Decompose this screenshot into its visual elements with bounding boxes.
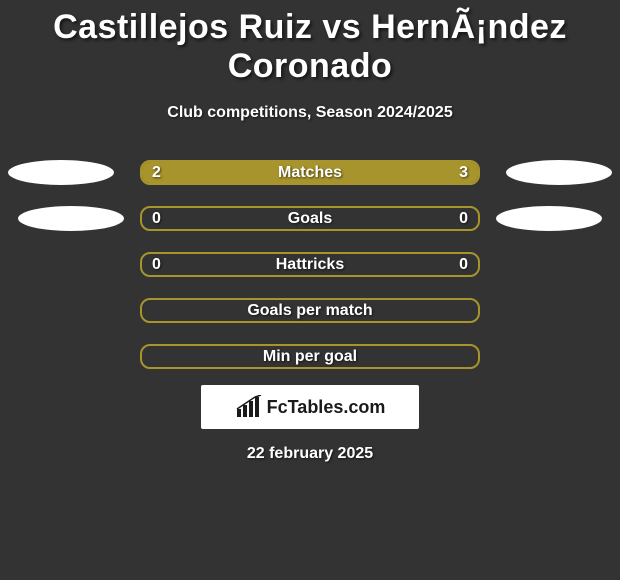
stat-bar: Min per goal: [140, 344, 480, 369]
stat-label: Matches: [278, 164, 342, 182]
stat-value-left: 0: [152, 210, 161, 228]
subtitle: Club competitions, Season 2024/2025: [0, 104, 620, 122]
stat-label: Hattricks: [276, 256, 344, 274]
page-title: Castillejos Ruiz vs HernÃ¡ndez Coronado: [0, 0, 620, 86]
stat-row: Min per goal: [0, 344, 620, 369]
logo-badge: FcTables.com: [201, 385, 419, 429]
stat-row: 2 Matches 3: [0, 160, 620, 185]
date-label: 22 february 2025: [0, 445, 620, 463]
stat-value-left: 2: [152, 164, 161, 182]
player-right-ellipse: [506, 160, 612, 185]
player-right-ellipse: [496, 206, 602, 231]
stat-value-right: 0: [459, 210, 468, 228]
stat-row: 0 Goals 0: [0, 206, 620, 231]
stat-label: Goals per match: [247, 302, 372, 320]
stat-row: Goals per match: [0, 298, 620, 323]
stat-label: Goals: [288, 210, 332, 228]
bar-chart-icon: [235, 395, 263, 419]
stat-label: Min per goal: [263, 348, 357, 366]
stat-bar: 0 Hattricks 0: [140, 252, 480, 277]
stat-bar: 2 Matches 3: [140, 160, 480, 185]
bar-fill-left: [142, 162, 276, 183]
stat-bar: Goals per match: [140, 298, 480, 323]
stats-comparison-card: Castillejos Ruiz vs HernÃ¡ndez Coronado …: [0, 0, 620, 463]
stat-value-right: 0: [459, 256, 468, 274]
stat-rows: 2 Matches 3 0 Goals 0 0 Hattricks 0 Goals per mat…: [0, 160, 620, 369]
stat-bar: 0 Goals 0: [140, 206, 480, 231]
logo-text: FcTables.com: [267, 397, 386, 418]
stat-value-left: 0: [152, 256, 161, 274]
stat-row: 0 Hattricks 0: [0, 252, 620, 277]
stat-value-right: 3: [459, 164, 468, 182]
player-left-ellipse: [8, 160, 114, 185]
player-left-ellipse: [18, 206, 124, 231]
